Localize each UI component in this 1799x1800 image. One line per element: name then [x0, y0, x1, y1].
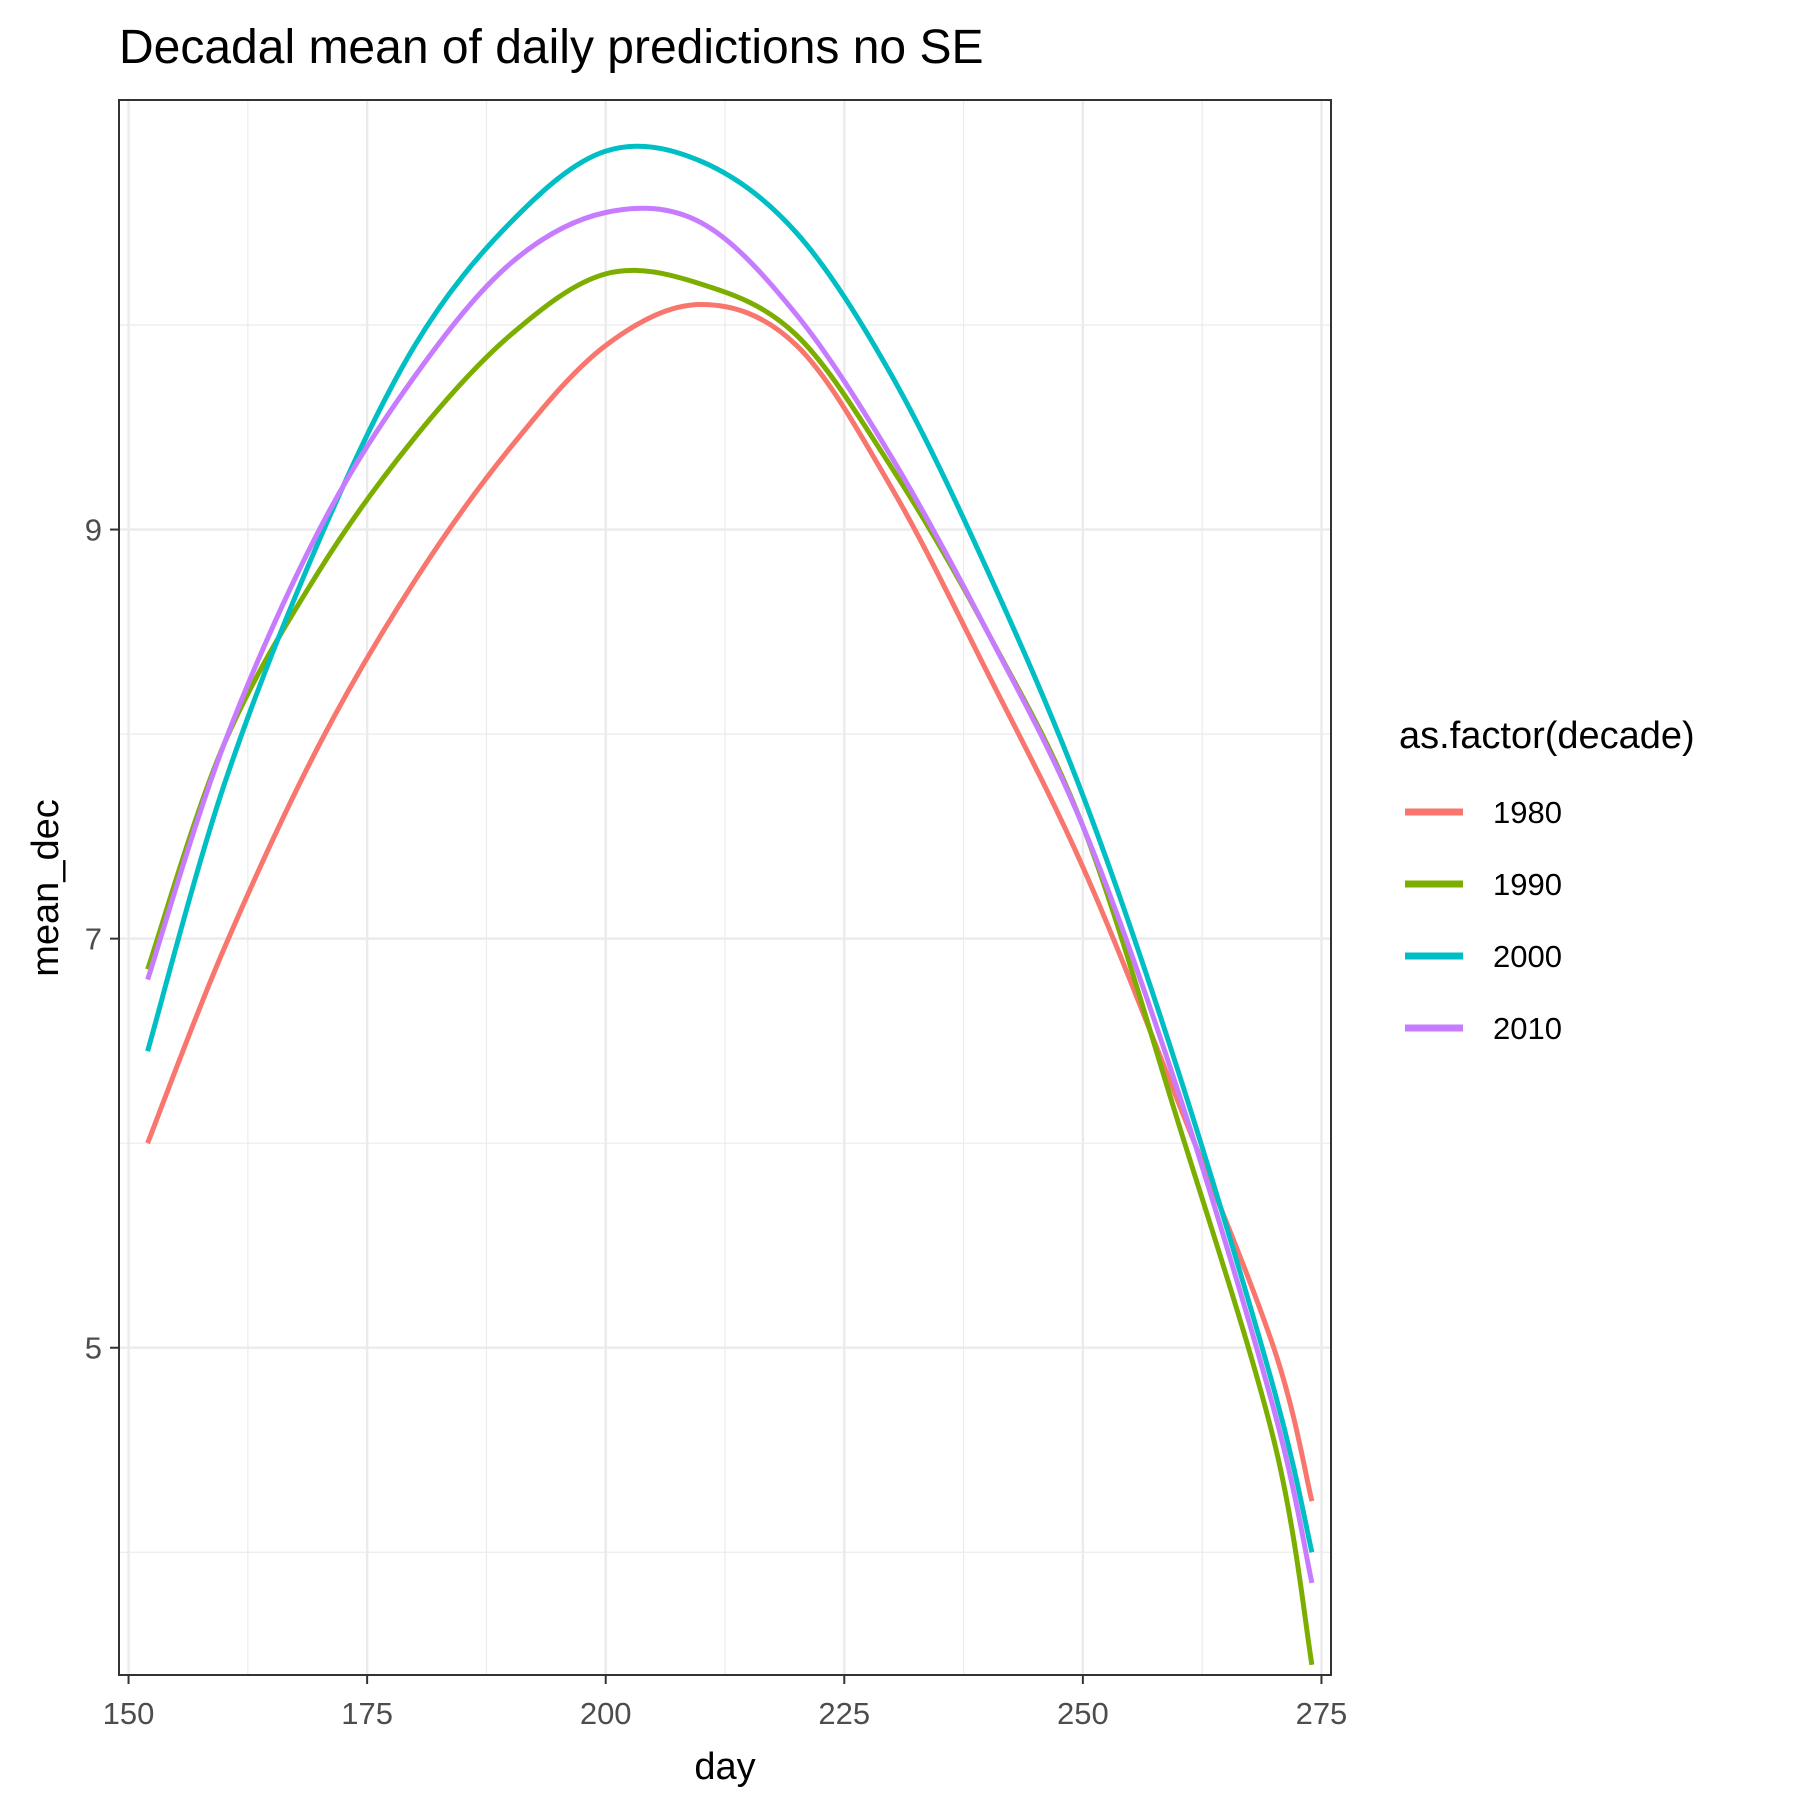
series-lines — [145, 143, 1315, 1666]
x-tick-label: 200 — [580, 1696, 632, 1731]
legend-item-1980: 1980 — [1405, 795, 1562, 830]
legend: as.factor(decade) 1980 1990 2000 2010 — [1399, 715, 1695, 1046]
legend-label: 2000 — [1493, 939, 1562, 974]
x-axis-title: day — [694, 1746, 755, 1788]
legend-item-2000: 2000 — [1405, 939, 1562, 974]
panel-border — [118, 99, 1332, 1676]
x-axis: 150 175 200 225 250 275 — [103, 1675, 1348, 1731]
legend-title: as.factor(decade) — [1399, 715, 1695, 757]
legend-label: 2010 — [1493, 1011, 1562, 1046]
series-line-2010 — [145, 205, 1315, 1584]
minor-gridlines — [119, 100, 1331, 1675]
legend-item-2010: 2010 — [1405, 1011, 1562, 1046]
chart-title: Decadal mean of daily predictions no SE — [119, 21, 984, 74]
legend-item-1990: 1990 — [1405, 867, 1562, 902]
series-line-1990 — [145, 267, 1315, 1666]
y-tick-label: 9 — [85, 513, 102, 548]
series-line-2000 — [145, 143, 1315, 1553]
x-tick-label: 225 — [818, 1696, 870, 1731]
y-axis-title: mean_dec — [25, 799, 67, 976]
plot-panel — [118, 99, 1332, 1676]
y-tick-label: 5 — [85, 1331, 102, 1366]
series-line-1980 — [145, 302, 1315, 1502]
legend-label: 1990 — [1493, 867, 1562, 902]
y-axis: 5 7 9 — [85, 513, 119, 1366]
x-tick-label: 150 — [103, 1696, 155, 1731]
x-tick-label: 250 — [1057, 1696, 1109, 1731]
legend-label: 1980 — [1493, 795, 1562, 830]
y-tick-label: 7 — [85, 922, 102, 957]
legend-items: 1980 1990 2000 2010 — [1405, 795, 1562, 1046]
x-tick-label: 275 — [1296, 1696, 1348, 1731]
x-tick-label: 175 — [341, 1696, 393, 1731]
